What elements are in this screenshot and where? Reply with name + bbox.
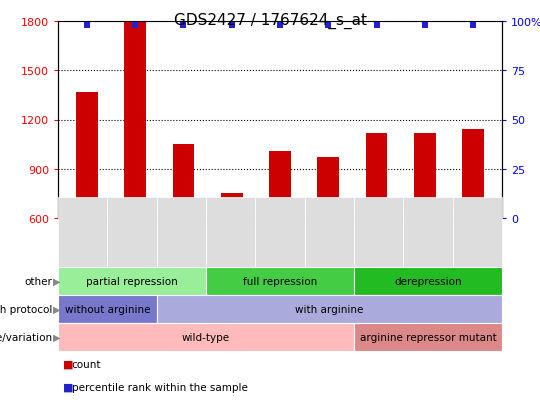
Point: [372, 23, 381, 29]
Text: full repression: full repression: [243, 276, 317, 286]
Text: GDS2427 / 1767624_s_at: GDS2427 / 1767624_s_at: [173, 12, 367, 28]
Point: [83, 23, 91, 29]
Point: [131, 23, 139, 29]
Bar: [269, 151, 291, 218]
Point: [469, 23, 477, 29]
Text: percentile rank within the sample: percentile rank within the sample: [71, 382, 247, 392]
Text: genotype/variation: genotype/variation: [0, 332, 52, 342]
Bar: [462, 130, 484, 218]
Text: derepression: derepression: [394, 276, 462, 286]
Bar: [124, 22, 146, 218]
Text: ■: ■: [63, 359, 74, 369]
Text: count: count: [71, 359, 101, 369]
Bar: [173, 145, 194, 218]
Point: [421, 23, 429, 29]
Bar: [76, 93, 98, 218]
Bar: [221, 194, 242, 218]
Text: growth protocol: growth protocol: [0, 304, 52, 314]
Text: with arginine: with arginine: [295, 304, 363, 314]
Bar: [366, 133, 387, 218]
Text: partial repression: partial repression: [86, 276, 178, 286]
Text: ▶: ▶: [53, 332, 60, 342]
Text: ▶: ▶: [53, 304, 60, 314]
Bar: [318, 158, 339, 218]
Text: ■: ■: [63, 382, 74, 392]
Text: ▶: ▶: [53, 276, 60, 286]
Point: [276, 23, 285, 29]
Point: [324, 23, 333, 29]
Text: without arginine: without arginine: [65, 304, 150, 314]
Text: other: other: [24, 276, 52, 286]
Text: arginine repressor mutant: arginine repressor mutant: [360, 332, 496, 342]
Point: [179, 23, 188, 29]
Text: wild-type: wild-type: [182, 332, 230, 342]
Point: [227, 23, 236, 29]
Bar: [414, 133, 436, 218]
